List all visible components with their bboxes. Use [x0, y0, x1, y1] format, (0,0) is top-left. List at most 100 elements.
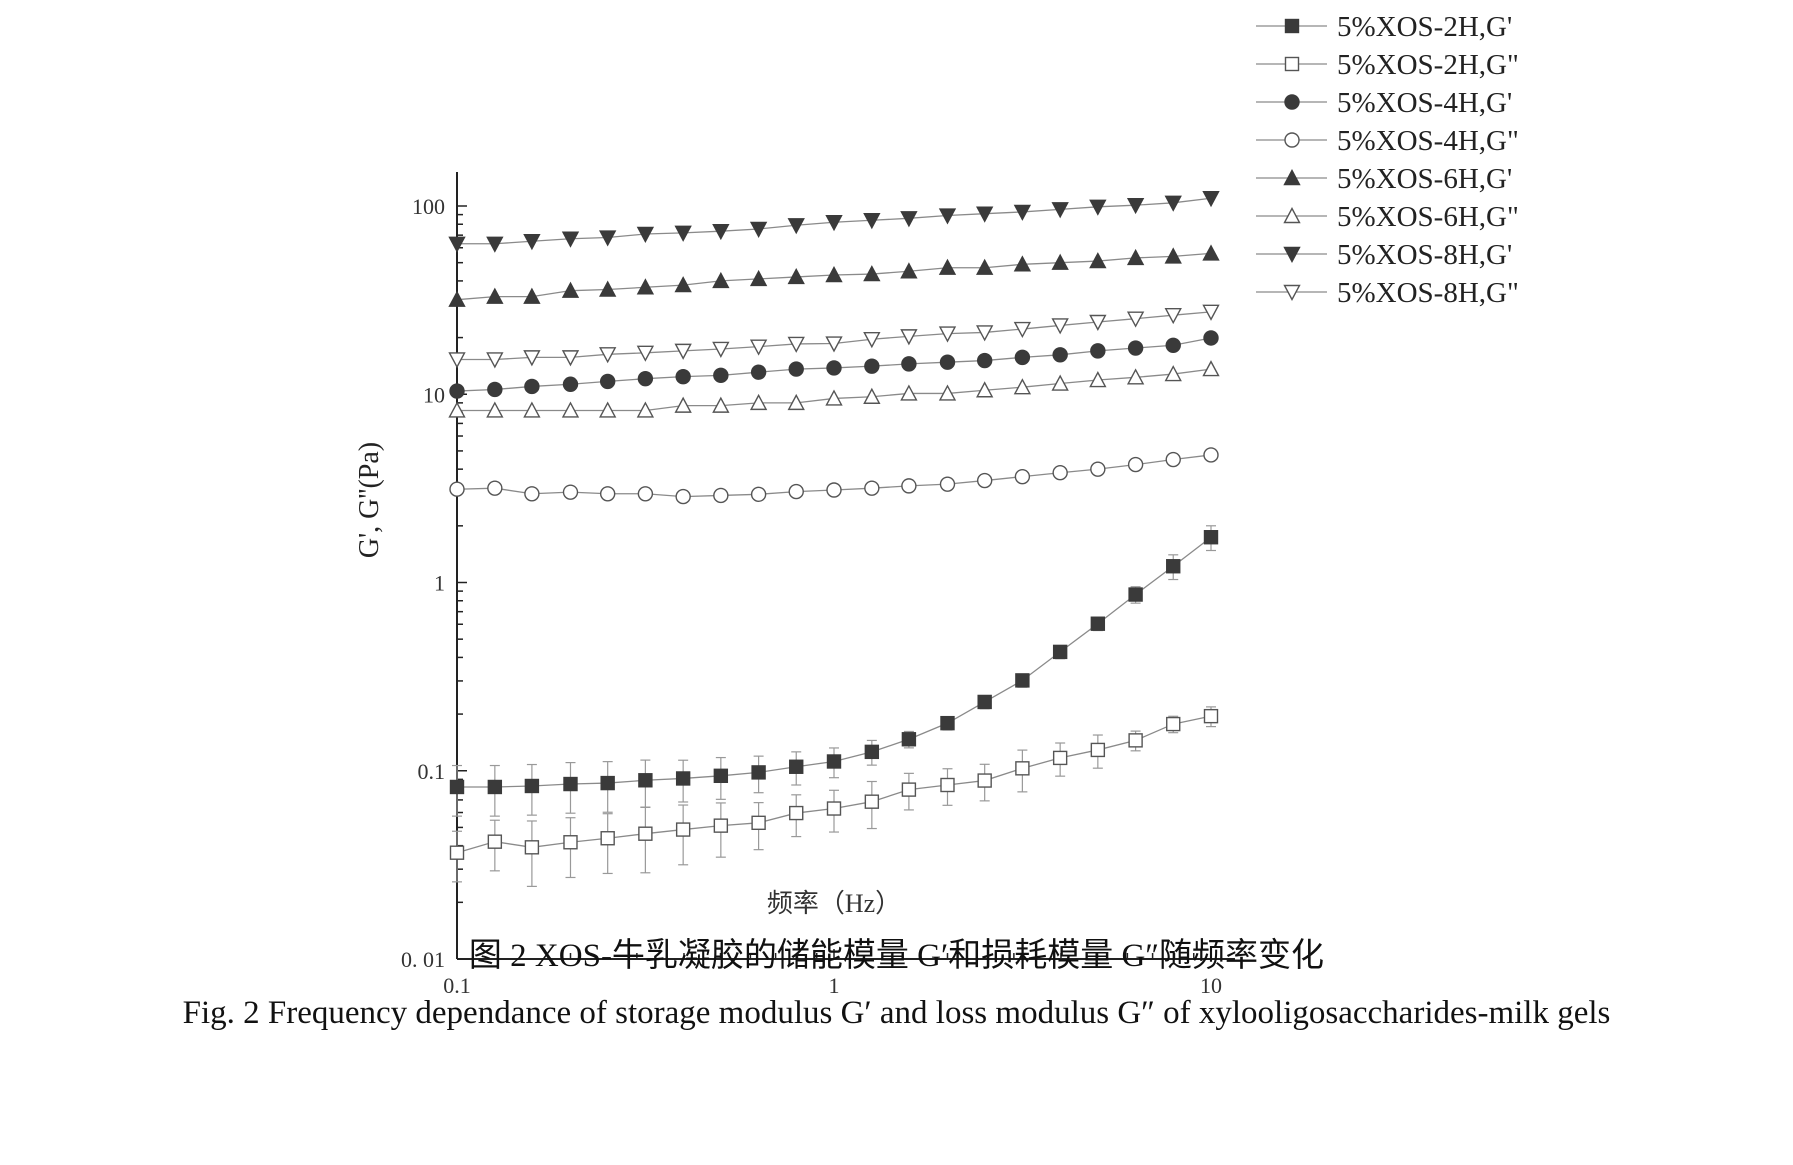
- data-point-circle: [675, 368, 691, 385]
- legend-label: 5%XOS-6H,G': [1337, 163, 1512, 195]
- data-point-square: [487, 779, 503, 795]
- data-point-triangle-down: [938, 208, 957, 225]
- data-point-circle: [713, 367, 729, 384]
- data-point-triangle-down: [1126, 311, 1145, 328]
- data-point-square: [563, 776, 578, 792]
- data-point-square: [1015, 673, 1030, 688]
- data-point-triangle-up: [863, 387, 881, 404]
- data-point-triangle-down: [448, 236, 466, 253]
- data-point-circle: [1090, 343, 1106, 359]
- data-point-triangle-down: [1283, 246, 1301, 263]
- data-point-circle: [487, 480, 503, 496]
- y-tick-label: 10: [423, 382, 445, 407]
- data-point-triangle-up: [1051, 253, 1069, 270]
- data-point-circle: [599, 373, 616, 390]
- data-point-triangle-down: [938, 326, 957, 343]
- data-point-circle: [939, 476, 956, 492]
- series-5-xos-6h-g-: [448, 244, 1220, 307]
- data-point-triangle-down: [863, 332, 881, 349]
- x-axis-label: 频率（Hz）: [767, 889, 901, 918]
- legend: 5%XOS-2H,G' 5%XOS-2H,G" 5%XOS-4H,G' 5%XOS-4…: [1256, 11, 1519, 309]
- data-point-square: [789, 759, 804, 774]
- data-point-square: [901, 732, 917, 747]
- data-point-triangle-down: [712, 341, 730, 358]
- data-point-triangle-up: [636, 278, 655, 295]
- data-point-triangle-down: [561, 350, 580, 367]
- data-point-circle: [1284, 132, 1300, 148]
- legend-item: 5%XOS-4H,G": [1256, 125, 1519, 157]
- data-point-triangle-up: [1126, 248, 1145, 266]
- data-point-triangle-up: [1283, 207, 1301, 224]
- data-point-triangle-up: [938, 384, 957, 401]
- data-point-triangle-up: [1013, 378, 1032, 395]
- data-point-triangle-up: [749, 393, 768, 411]
- data-point-square: [1128, 733, 1143, 748]
- legend-item: 5%XOS-2H,G': [1256, 11, 1512, 43]
- data-point-circle: [864, 358, 880, 374]
- data-point-triangle-down: [1013, 204, 1032, 221]
- data-point-circle: [449, 383, 465, 399]
- data-point-square: [524, 840, 540, 855]
- data-point-circle: [524, 486, 540, 502]
- data-point-circle: [788, 361, 804, 377]
- data-point-square: [1052, 644, 1068, 660]
- data-point-triangle-down: [712, 223, 730, 241]
- data-point-square: [638, 826, 653, 841]
- data-point-square: [1203, 530, 1219, 545]
- data-point-triangle-down: [900, 329, 918, 346]
- data-point-circle: [1127, 456, 1144, 473]
- data-point-circle: [524, 378, 540, 395]
- data-point-triangle-down: [1164, 195, 1182, 212]
- series-5-xos-8h-g-: [448, 191, 1220, 253]
- data-point-square: [1203, 708, 1219, 724]
- data-point-triangle-down: [1202, 191, 1220, 208]
- data-point-square: [1166, 716, 1181, 732]
- legend-item: 5%XOS-2H,G": [1256, 49, 1519, 81]
- data-point-square: [487, 834, 503, 849]
- data-point-triangle-down: [561, 231, 580, 248]
- legend-label: 5%XOS-4H,G': [1337, 87, 1512, 119]
- data-point-circle: [637, 486, 654, 502]
- data-point-square: [563, 835, 578, 850]
- data-point-triangle-down: [636, 345, 655, 362]
- figure-caption-english: Fig. 2 Frequency dependance of storage m…: [182, 995, 1611, 1031]
- data-point-square: [1284, 56, 1300, 72]
- series-5-xos-6h-g-: [448, 360, 1220, 418]
- data-point-circle: [1014, 468, 1031, 485]
- data-point-triangle-down: [1051, 202, 1069, 219]
- data-point-square: [864, 794, 880, 809]
- data-point-square: [675, 771, 691, 786]
- data-point-circle: [1052, 465, 1068, 481]
- data-point-square: [940, 715, 955, 731]
- data-point-circle: [901, 478, 917, 494]
- data-point-triangle-up: [448, 290, 466, 307]
- y-axis-label: G', G''(Pa): [354, 442, 385, 558]
- data-point-triangle-down: [976, 206, 994, 223]
- legend-label: 5%XOS-8H,G': [1337, 239, 1512, 271]
- data-point-circle: [750, 364, 767, 380]
- data-point-square: [1128, 587, 1143, 602]
- data-point-triangle-up: [712, 396, 730, 413]
- data-point-triangle-down: [1202, 304, 1220, 321]
- data-point-circle: [976, 472, 993, 489]
- data-point-triangle-down: [448, 352, 466, 369]
- y-tick-label: 1: [434, 571, 445, 596]
- y-tick-label: 0.1: [418, 759, 446, 784]
- y-tick-label: 0. 01: [401, 947, 445, 972]
- data-point-triangle-down: [674, 225, 692, 242]
- data-point-triangle-down: [825, 336, 843, 353]
- data-point-square: [826, 801, 842, 816]
- legend-label: 5%XOS-8H,G": [1337, 277, 1519, 309]
- data-point-circle: [1090, 461, 1106, 477]
- series-5-xos-4h-g-: [449, 447, 1219, 505]
- legend-label: 5%XOS-6H,G": [1337, 201, 1519, 233]
- data-point-triangle-up: [1164, 365, 1182, 382]
- data-point-circle: [976, 352, 993, 369]
- series-5-xos-4h-g-: [449, 330, 1219, 399]
- data-point-triangle-down: [1013, 321, 1032, 339]
- data-point-triangle-up: [900, 384, 918, 401]
- data-point-triangle-down: [1089, 199, 1107, 216]
- data-point-circle: [901, 356, 917, 372]
